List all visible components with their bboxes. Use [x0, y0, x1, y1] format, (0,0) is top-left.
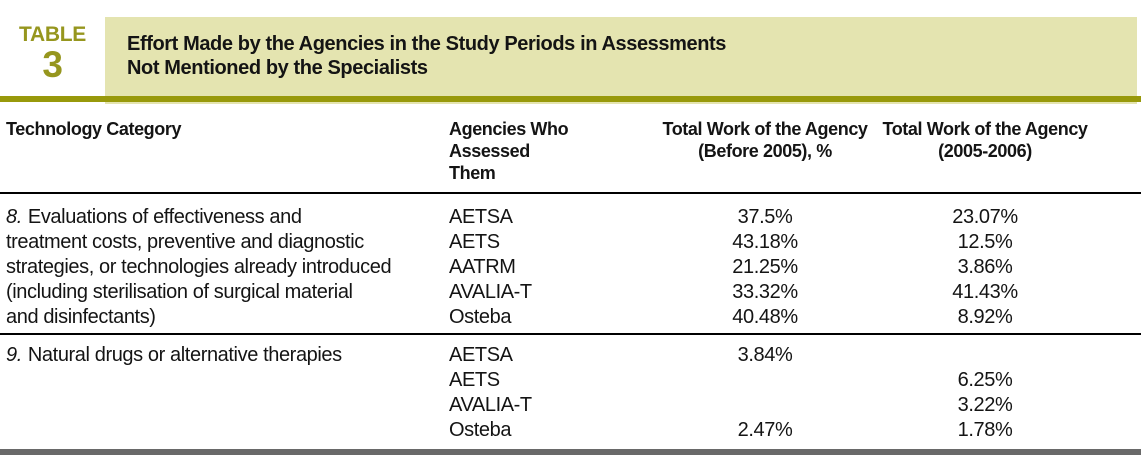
agency-name: Osteba	[449, 306, 512, 328]
value-2005-2006	[880, 343, 1090, 368]
value-2005-2006: 6.25%	[957, 369, 1013, 391]
table-label-word: TABLE	[19, 23, 86, 46]
column-header-2005-2006-line-2: (2005-2006)	[938, 141, 1032, 161]
table-title-line-1: Effort Made by the Agencies in the Study…	[127, 33, 727, 55]
value-2005-2006: 23.07%	[952, 206, 1018, 228]
value-before-2005	[650, 393, 880, 418]
category-8-number: 8.	[6, 206, 22, 228]
value-before-2005: 21.25%	[732, 256, 798, 278]
value-2005-2006: 1.78%	[957, 419, 1013, 441]
table-label-number: 3	[42, 44, 63, 85]
value-2005-2006: 3.86%	[957, 256, 1013, 278]
value-2005-2006: 12.5%	[957, 231, 1013, 253]
agency-name: AETSA	[449, 344, 513, 366]
row-spacer	[1090, 343, 1141, 443]
value-2005-2006: 8.92%	[957, 306, 1013, 328]
category-8-agencies: AETSA AETS AATRM AVALIA-T Osteba	[449, 205, 650, 330]
column-header-agencies-line-2: Them	[449, 163, 496, 183]
category-8-values-2005-2006: 23.07% 12.5% 3.86% 41.43% 8.92%	[880, 205, 1090, 330]
agency-name: AVALIA-T	[449, 394, 532, 416]
category-8-text: 8. Evaluations of effectiveness and treat…	[0, 205, 449, 330]
table-row-category-8: 8. Evaluations of effectiveness and treat…	[0, 194, 1141, 335]
column-header-technology-category: Technology Category	[6, 119, 182, 139]
category-9-text: 9. Natural drugs or alternative therapies	[0, 343, 449, 443]
table-header-band: TABLE 3 Effort Made by the Agencies in t…	[0, 0, 1141, 104]
column-header-2005-2006-line-1: Total Work of the Agency	[882, 119, 1088, 139]
category-8-values-before-2005: 37.5% 43.18% 21.25% 33.32% 40.48%	[650, 205, 880, 330]
column-header-2005-2006: Total Work of the Agency (2005-2006)	[880, 118, 1090, 184]
table-title-line-2: Not Mentioned by the Specialists	[127, 57, 428, 79]
column-header-spacer	[1090, 118, 1141, 184]
category-8-line-3: strategies, or technologies already intr…	[6, 256, 392, 278]
category-8-line-2: treatment costs, preventive and diagnost…	[6, 231, 364, 253]
column-header-before-2005: Total Work of the Agency (Before 2005), …	[650, 118, 880, 184]
category-8-line-1: 8. Evaluations of effectiveness and	[6, 205, 449, 230]
agency-name: AETS	[449, 369, 500, 391]
category-9-values-before-2005: 3.84% 2.47%	[650, 343, 880, 443]
category-9-agencies: AETSA AETS AVALIA-T Osteba	[449, 343, 650, 443]
column-header-agencies-line-1: Agencies Who Assessed	[449, 119, 569, 161]
olive-divider-rule	[0, 96, 1141, 102]
value-before-2005: 2.47%	[737, 419, 793, 441]
agency-name: AATRM	[449, 256, 516, 278]
value-before-2005: 33.32%	[732, 281, 798, 303]
table-title-box: Effort Made by the Agencies in the Study…	[105, 17, 1137, 104]
agency-name: AETS	[449, 231, 500, 253]
value-2005-2006: 41.43%	[952, 281, 1018, 303]
value-before-2005: 37.5%	[737, 206, 793, 228]
row-spacer	[1090, 205, 1141, 330]
category-9-line-1: 9. Natural drugs or alternative therapies	[6, 343, 449, 368]
table-row-category-9: 9. Natural drugs or alternative therapies…	[0, 335, 1141, 455]
value-2005-2006: 3.22%	[957, 394, 1013, 416]
table-label: TABLE 3	[0, 17, 105, 84]
column-header-agencies: Agencies Who Assessed Them	[449, 118, 650, 184]
value-before-2005: 40.48%	[732, 306, 798, 328]
category-8-line-1-text: Evaluations of effectiveness and	[27, 206, 302, 228]
value-before-2005: 43.18%	[732, 231, 798, 253]
category-8-line-5: and disinfectants)	[6, 306, 156, 328]
category-8-line-4: (including sterilisation of surgical mat…	[6, 281, 353, 303]
category-9-line-1-text: Natural drugs or alternative therapies	[27, 344, 342, 366]
agency-name: AETSA	[449, 206, 513, 228]
value-before-2005: 3.84%	[737, 344, 793, 366]
agency-name: Osteba	[449, 419, 512, 441]
table-column-headers: Technology Category Agencies Who Assesse…	[0, 104, 1141, 194]
category-9-number: 9.	[6, 344, 22, 366]
column-header-before-2005-line-1: Total Work of the Agency	[662, 119, 868, 139]
agency-name: AVALIA-T	[449, 281, 532, 303]
value-before-2005	[650, 368, 880, 393]
column-header-before-2005-line-2: (Before 2005), %	[698, 141, 832, 161]
category-9-values-2005-2006: 6.25% 3.22% 1.78%	[880, 343, 1090, 443]
